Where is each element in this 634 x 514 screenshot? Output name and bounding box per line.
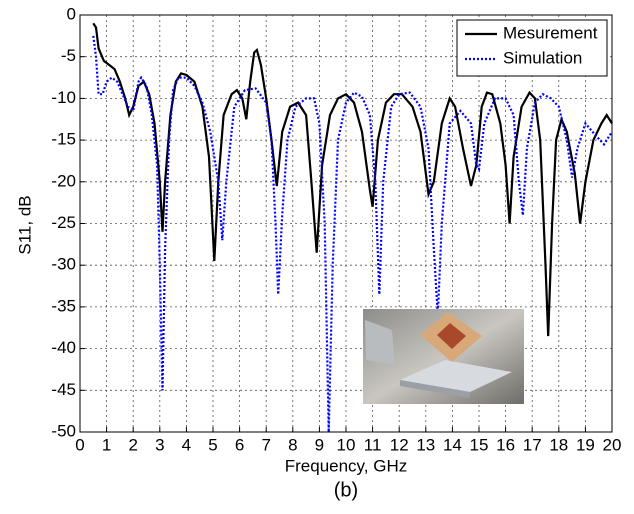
x-tick-label: 12 (390, 435, 409, 454)
x-tick-label: 5 (208, 435, 217, 454)
y-tick-label: -50 (51, 421, 76, 440)
caption: (b) (334, 479, 358, 501)
x-tick-label: 18 (549, 435, 568, 454)
legend-label: Mesurement (503, 23, 598, 42)
x-tick-label: 0 (75, 435, 84, 454)
y-tick-label: -20 (51, 171, 76, 190)
plot-frame (79, 14, 613, 433)
x-tick-label: 8 (288, 435, 297, 454)
x-tick-label: 14 (443, 435, 462, 454)
x-tick-label: 16 (496, 435, 515, 454)
x-tick-label: 15 (470, 435, 489, 454)
x-tick-label: 13 (416, 435, 435, 454)
x-tick-label: 4 (182, 435, 191, 454)
y-tick-label: -25 (51, 213, 76, 232)
y-tick-label: 0 (67, 4, 76, 23)
y-tick-label: -30 (51, 255, 76, 274)
legend-box (456, 19, 608, 77)
x-tick-label: 3 (155, 435, 164, 454)
x-tick-label: 2 (128, 435, 137, 454)
y-tick-label: -35 (51, 296, 76, 315)
x-axis-label: Frequency, GHz (285, 456, 408, 475)
series-line (92, 35, 613, 433)
inset-photo (363, 309, 524, 404)
y-tick-label: -10 (51, 88, 76, 107)
x-tick-label: 20 (603, 435, 622, 454)
y-tick-label: -15 (51, 130, 76, 149)
x-tick-label: 1 (102, 435, 111, 454)
x-tick-label: 17 (523, 435, 542, 454)
y-axis-label: S11, dB (15, 195, 34, 254)
legend-label: Simulation (503, 48, 582, 67)
plot-area: 0 1 2 3 4 5 6 7 8 9 10 11 12 13 14 15 16 17 18 19 20-50-45-4… (51, 4, 621, 454)
x-tick-label: 9 (315, 435, 324, 454)
x-tick-label: 6 (235, 435, 244, 454)
legend: Mesurement Simulation (456, 19, 608, 77)
y-tick-label: -40 (51, 338, 76, 357)
x-tick-label: 11 (364, 435, 382, 454)
x-tick-label: 7 (261, 435, 270, 454)
x-tick-label: 10 (337, 435, 356, 454)
y-tick-label: -45 (51, 380, 76, 399)
x-tick-label: 19 (576, 435, 595, 454)
y-tick-label: -5 (61, 46, 76, 65)
series-line (92, 22, 613, 337)
